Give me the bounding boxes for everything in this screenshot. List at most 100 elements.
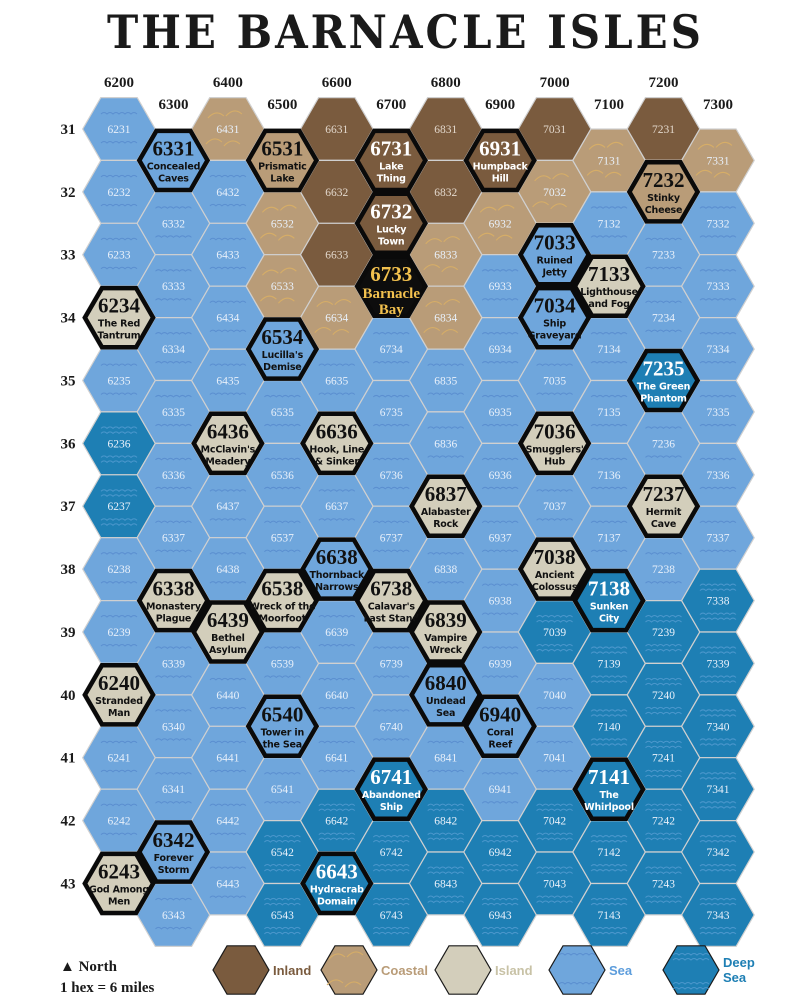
hex-number: 6835 — [434, 375, 457, 387]
wave-icon — [100, 740, 138, 744]
location-hex — [354, 757, 428, 821]
location-name: Abandoned — [362, 790, 421, 801]
hex-number: 7041 — [543, 753, 566, 765]
dune-icon — [259, 232, 277, 239]
location-number: 7232 — [643, 168, 685, 192]
location-name: Caves — [158, 173, 189, 184]
wave-icon — [699, 772, 737, 775]
wave-icon — [427, 808, 465, 812]
location-number: 7141 — [588, 765, 630, 789]
hex-7143: 7143 — [572, 882, 646, 948]
hex-number: 6242 — [108, 816, 131, 828]
wave-icon — [645, 682, 682, 686]
wave-icon — [481, 394, 519, 398]
wave-icon — [372, 646, 410, 650]
wave-icon — [100, 581, 138, 584]
location-name: Hermit — [646, 507, 682, 518]
hex-number: 7035 — [543, 375, 566, 387]
wave-icon — [536, 900, 573, 904]
location-name: Ruined — [537, 256, 573, 267]
location-name: Thornback — [310, 570, 365, 581]
wave-icon — [672, 958, 710, 961]
hex-number: 6343 — [162, 910, 185, 922]
wave-icon — [699, 549, 737, 553]
wave-icon — [536, 677, 573, 681]
wave-icon — [645, 837, 682, 841]
dune-icon — [534, 175, 551, 182]
wave-icon — [536, 769, 573, 773]
location-name: Cheese — [645, 205, 683, 216]
dune-icon — [259, 295, 277, 302]
wave-icon — [100, 266, 138, 270]
wave-icon — [699, 394, 737, 398]
location-name: Calavar's — [368, 602, 416, 613]
row-label: 31 — [61, 122, 76, 138]
location-name: the Sea — [263, 739, 302, 750]
location-hex — [300, 851, 374, 916]
location-hex — [626, 160, 701, 224]
location-number: 6638 — [316, 545, 358, 569]
hex-number: 6235 — [108, 375, 131, 387]
location-hex — [136, 128, 211, 193]
wave-icon — [590, 361, 628, 364]
wave-icon — [155, 269, 192, 272]
location-hex — [245, 128, 320, 193]
wave-icon — [155, 772, 192, 775]
hex-number: 6831 — [434, 124, 457, 136]
dune-icon — [223, 140, 241, 147]
wave-icon — [699, 743, 737, 747]
wave-icon — [427, 837, 465, 841]
hex-number: 7132 — [598, 218, 621, 230]
location-hex — [354, 254, 429, 318]
hex-number: 6239 — [108, 627, 131, 639]
dune-icon — [443, 236, 461, 243]
location-name: & Sinker — [315, 456, 360, 467]
wave-icon — [645, 455, 682, 459]
wave-icon — [481, 646, 519, 650]
wave-icon — [699, 777, 737, 780]
wave-icon — [155, 801, 192, 804]
row-label: 37 — [61, 499, 77, 515]
hex-6341: 6341 — [136, 757, 211, 822]
wave-icon — [536, 866, 573, 870]
wave-icon — [699, 680, 737, 684]
wave-icon — [536, 489, 573, 492]
hex-number: 6735 — [380, 407, 403, 419]
wave-icon — [427, 871, 465, 875]
hex-number: 6542 — [271, 847, 294, 859]
wave-icon — [481, 457, 519, 461]
wave-icon — [100, 769, 138, 773]
wave-icon — [372, 549, 410, 553]
wave-icon — [672, 987, 710, 990]
dune-icon — [586, 169, 604, 176]
wave-icon — [318, 614, 356, 618]
location-name: Bethel — [211, 633, 245, 644]
hex-number: 6637 — [325, 501, 348, 513]
wave-icon — [699, 486, 737, 490]
wave-icon — [155, 457, 192, 461]
hex-number: 7037 — [543, 501, 566, 513]
wave-icon — [372, 709, 410, 713]
hex-number: 6241 — [108, 753, 131, 765]
wave-icon — [263, 840, 301, 843]
location-name: Moorfoot — [259, 614, 307, 625]
row-label: 32 — [61, 185, 76, 201]
hex-number: 7334 — [706, 344, 729, 356]
hex-6739: 6739 — [354, 631, 429, 696]
wave-icon — [209, 803, 247, 807]
wave-icon — [263, 549, 301, 553]
location-hex — [300, 537, 374, 601]
wave-icon — [645, 614, 682, 618]
wave-icon — [372, 864, 410, 867]
map-title: THE BARNACLE ISLES — [107, 6, 704, 59]
wave-icon — [645, 237, 682, 241]
location-hex — [572, 757, 646, 821]
wave-icon — [481, 298, 519, 301]
hex-number: 7236 — [652, 438, 675, 450]
wave-icon — [318, 489, 356, 492]
